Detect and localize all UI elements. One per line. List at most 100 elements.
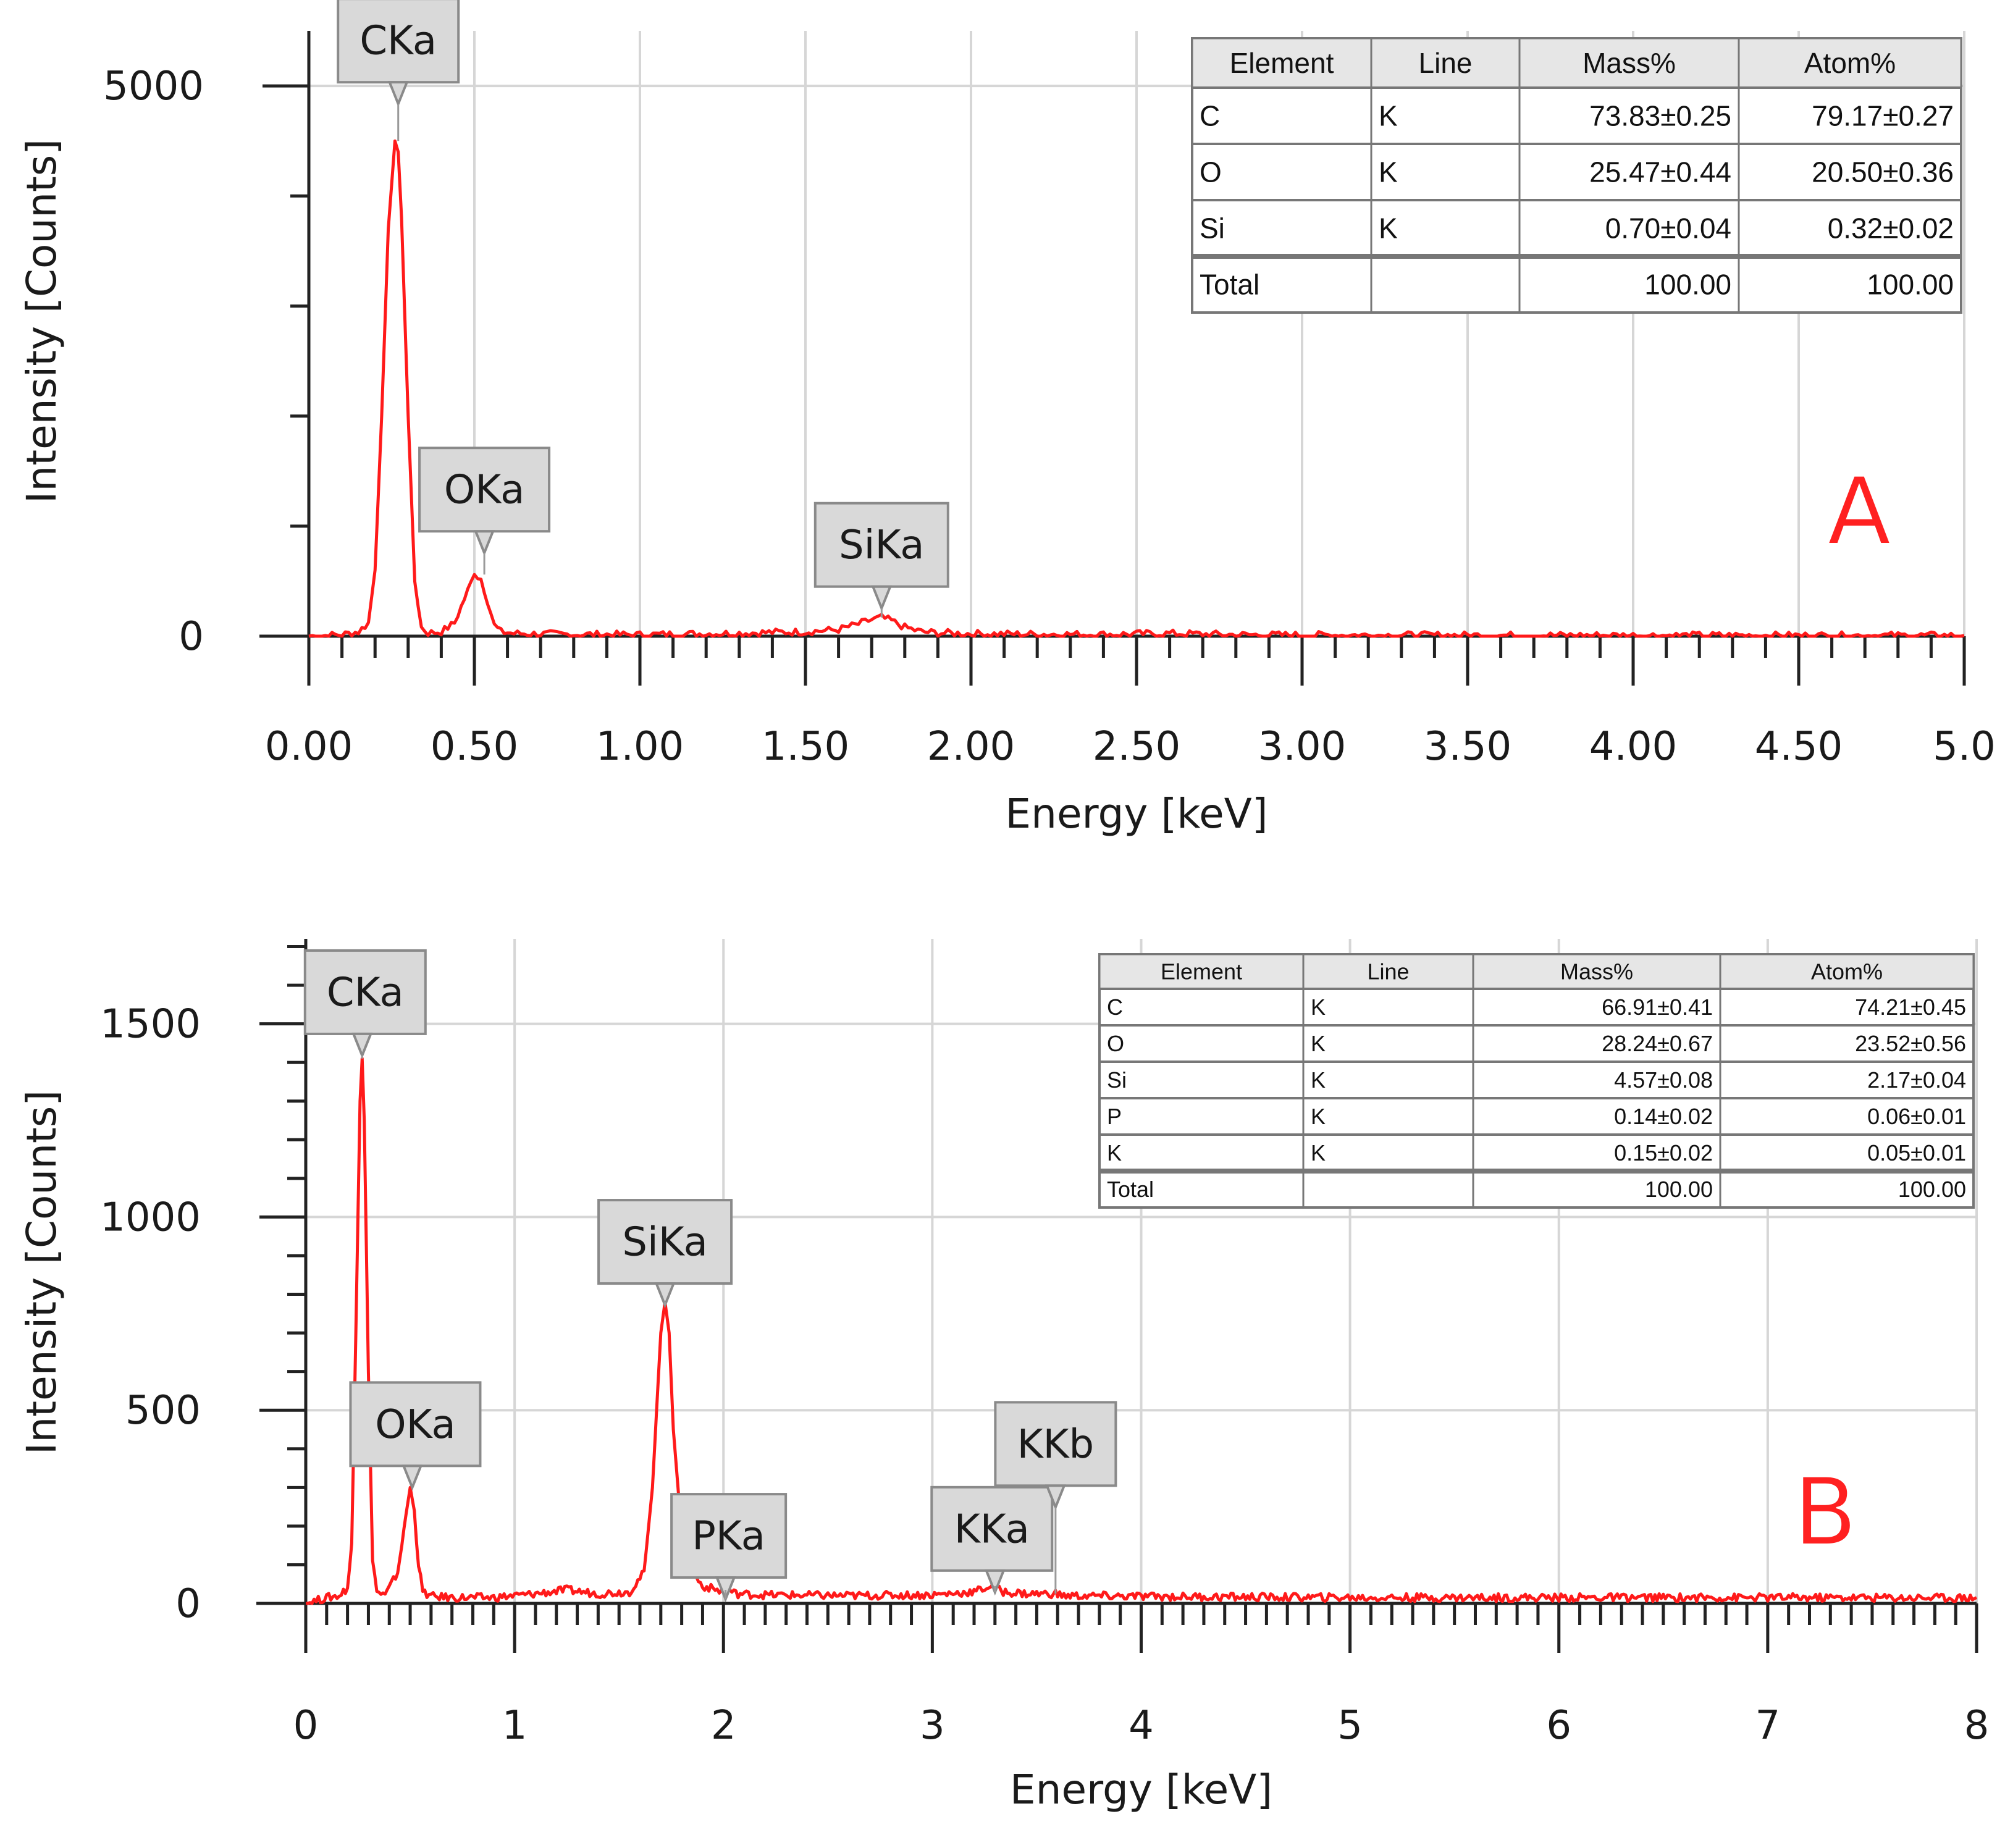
quant-table-cell: K [1311, 1104, 1326, 1129]
peak-label-oka: OKa [418, 447, 551, 575]
quant-table-cell: O [1107, 1031, 1124, 1056]
spectrum-panel-b: 0 500 1000 1500 0 1 2 3 4 5 6 7 8 Energy [keV] Intensi… [18, 939, 1989, 1813]
quant-table-cell: P [1107, 1104, 1122, 1129]
quant-table-cell: C [1200, 100, 1220, 132]
quant-table-cell: 25.47±0.44 [1589, 156, 1731, 188]
panel-letter: B [1794, 1459, 1857, 1566]
peak-label-box [994, 1401, 1117, 1487]
peak-label-cka: CKa [337, 0, 460, 141]
x-axis-title: Energy [keV] [1010, 1766, 1272, 1813]
x-tick-label: 5.0 [1933, 724, 1996, 770]
x-tick-label: 2.00 [927, 724, 1015, 770]
quant-table: Element Line Mass% Atom% C K 66.91±0.41 74.21±0… [1098, 953, 1975, 1209]
peak-label-text: PKa [692, 1514, 765, 1560]
x-tick-label: 2 [711, 1703, 736, 1749]
spectrum-panel-a: 0 5000 0.00 0.50 1.00 1.50 2.00 2.50 3.00 3.50 4.0… [18, 0, 1996, 838]
x-tick-label: 6 [1546, 1703, 1571, 1749]
quant-table-cell: 74.21±0.45 [1855, 994, 1966, 1020]
x-tick-label: 7 [1755, 1703, 1781, 1749]
x-tick-label: 1.00 [596, 724, 684, 770]
peak-label-text: OKa [444, 468, 524, 513]
y-axis-title: Intensity [Counts] [18, 139, 65, 503]
peak-label-box [670, 1493, 788, 1579]
quant-table-cell: Total [1200, 269, 1259, 301]
quant-table-cell: K [1311, 1031, 1326, 1056]
quant-table-header: Element [1161, 959, 1242, 985]
peak-label-pointer [871, 585, 893, 612]
quant-table-cell: 0.15±0.02 [1614, 1140, 1713, 1166]
peak-label-sika: SiKa [597, 1199, 733, 1309]
peak-label-text: SiKa [839, 523, 924, 568]
x-tick-label: 4 [1129, 1703, 1154, 1749]
quant-table-cell: Si [1200, 212, 1225, 245]
peak-label-text: KKa [954, 1506, 1030, 1552]
peak-label-text: SiKa [622, 1220, 707, 1266]
quant-table-cell: 2.17±0.04 [1867, 1067, 1966, 1093]
x-tick-label: 0.00 [265, 724, 353, 770]
peak-label-pointer [401, 1464, 423, 1491]
x-tick-label: 3.50 [1424, 724, 1512, 770]
x-axis-title: Energy [keV] [1005, 790, 1267, 838]
x-tick-label: 0.50 [431, 724, 519, 770]
quant-table-cell: 100.00 [1867, 269, 1954, 301]
quant-table-cell: 100.00 [1898, 1177, 1966, 1202]
quant-table-header: Line [1419, 47, 1473, 79]
x-tick-label: 1.50 [762, 724, 850, 770]
quant-table-cell: 0.05±0.01 [1867, 1140, 1966, 1166]
panel-letter: A [1828, 458, 1891, 566]
peak-label-text: CKa [327, 970, 404, 1015]
x-tick-label: 2.50 [1093, 724, 1181, 770]
x-tick-label: 3.00 [1258, 724, 1347, 770]
quant-table-cell: 0.32±0.02 [1828, 212, 1954, 245]
quant-table-cell: 79.17±0.27 [1812, 100, 1954, 132]
quant-table-cell: Total [1107, 1177, 1154, 1202]
peak-label-box [418, 447, 551, 533]
peak-label-sika: SiKa [813, 502, 949, 618]
y-tick-label: 500 [125, 1388, 201, 1434]
peak-label-pointer [1045, 1484, 1066, 1511]
quant-table-cell: 0.70±0.04 [1605, 212, 1731, 245]
peak-label-kka: KKa [930, 1485, 1054, 1596]
quant-table-cell: K [1311, 1067, 1326, 1093]
quant-table-header: Atom% [1811, 959, 1883, 985]
peak-label-oka: OKa [349, 1381, 482, 1491]
quant-table-cell: K [1379, 100, 1398, 132]
peak-label-box [303, 949, 427, 1035]
quant-table-cell: K [1107, 1140, 1122, 1166]
peak-label-pointer [351, 1032, 373, 1059]
x-tick-label: 4.00 [1589, 724, 1678, 770]
y-tick-label: 1000 [100, 1195, 201, 1240]
quant-table-cell: 0.14±0.02 [1614, 1104, 1713, 1129]
quant-table-header: Line [1367, 959, 1409, 985]
quant-table-cell: 20.50±0.36 [1812, 156, 1954, 188]
peak-label-text: CKa [359, 19, 437, 64]
spectrum-line [308, 139, 1965, 638]
quant-table-cell: K [1379, 156, 1398, 188]
peak-label-text: OKa [375, 1402, 455, 1448]
peak-label-kkb: KKb [994, 1401, 1117, 1594]
quant-table-header: Mass% [1560, 959, 1633, 985]
peak-label-pka: PKa [670, 1493, 788, 1603]
x-tick-label: 4.50 [1755, 724, 1843, 770]
y-tick-label: 0 [179, 614, 204, 660]
quant-table-cell: 23.52±0.56 [1855, 1031, 1966, 1056]
peak-label-pointer [474, 530, 495, 556]
quant-table-cell: 66.91±0.41 [1602, 994, 1713, 1020]
y-axis-title: Intensity [Counts] [18, 1090, 65, 1455]
peak-label-cka: CKa [303, 949, 427, 1059]
quant-table-cell: 73.83±0.25 [1589, 100, 1731, 132]
peak-label-pointer [654, 1282, 676, 1309]
quant-table-cell: 4.57±0.08 [1614, 1067, 1713, 1093]
x-tick-label: 0 [293, 1703, 319, 1749]
quant-table: Element Line Mass% Atom% C K 73.83±0.25 79.17±0… [1191, 37, 1962, 314]
quant-table-header: Mass% [1583, 47, 1676, 79]
quant-table-cell: K [1311, 1140, 1326, 1166]
quant-table-cell: K [1311, 994, 1326, 1020]
quant-table-cell: 0.06±0.01 [1867, 1104, 1966, 1129]
y-tick-label: 1500 [100, 1002, 201, 1048]
peak-label-box [337, 0, 460, 84]
peak-label-text: KKb [1017, 1422, 1095, 1468]
peak-label-box [349, 1381, 482, 1468]
quant-table-cell: 100.00 [1645, 1177, 1713, 1202]
